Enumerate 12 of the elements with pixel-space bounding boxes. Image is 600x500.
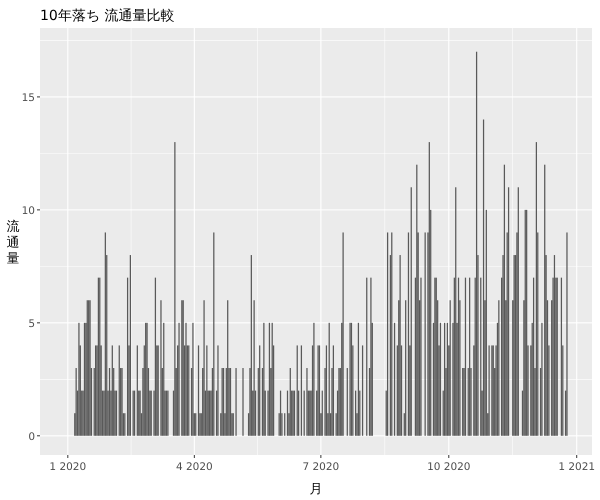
y-tick-label: 5 bbox=[28, 318, 35, 330]
x-tick-label: 1 2021 bbox=[558, 461, 596, 473]
x-tick-label: 10 2020 bbox=[427, 461, 470, 473]
y-tick-label: 10 bbox=[22, 204, 35, 217]
y-axis-title: 流通量 bbox=[6, 218, 20, 266]
y-tick-label: 0 bbox=[28, 430, 35, 443]
x-tick-label: 1 2020 bbox=[49, 461, 86, 473]
y-tick-label: 15 bbox=[22, 92, 35, 104]
chart-title: 10年落ち 流通量比較 bbox=[40, 8, 174, 24]
x-axis-title: 月 bbox=[310, 482, 322, 497]
x-tick-label: 7 2020 bbox=[302, 461, 340, 473]
x-tick-label: 4 2020 bbox=[176, 461, 213, 473]
